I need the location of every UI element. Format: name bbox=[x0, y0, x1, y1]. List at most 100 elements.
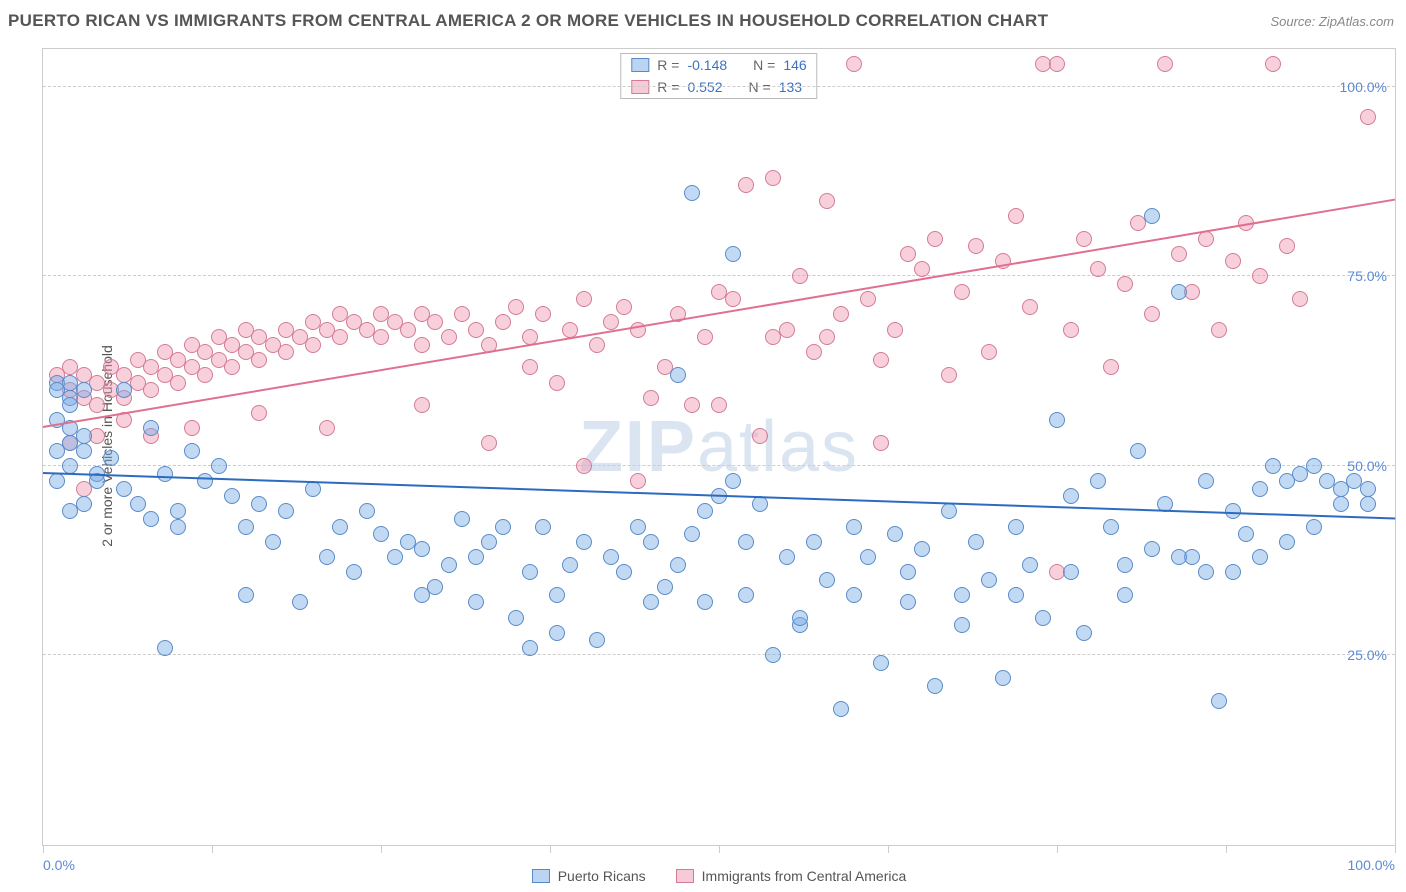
data-point-blue bbox=[143, 420, 159, 436]
data-point-pink bbox=[765, 170, 781, 186]
data-point-blue bbox=[1360, 496, 1376, 512]
data-point-blue bbox=[1306, 458, 1322, 474]
ytick-label: 25.0% bbox=[1347, 647, 1387, 663]
data-point-blue bbox=[684, 185, 700, 201]
xtick bbox=[550, 845, 551, 853]
data-point-pink bbox=[954, 284, 970, 300]
data-point-pink bbox=[414, 337, 430, 353]
data-point-blue bbox=[414, 587, 430, 603]
ytick-label: 50.0% bbox=[1347, 458, 1387, 474]
data-point-blue bbox=[738, 534, 754, 550]
swatch-blue-icon bbox=[532, 869, 550, 883]
gridline bbox=[43, 275, 1395, 276]
data-point-pink bbox=[319, 420, 335, 436]
gridline bbox=[43, 465, 1395, 466]
data-point-blue bbox=[1008, 587, 1024, 603]
data-point-blue bbox=[1090, 473, 1106, 489]
data-point-blue bbox=[265, 534, 281, 550]
data-point-pink bbox=[414, 397, 430, 413]
data-point-pink bbox=[508, 299, 524, 315]
data-point-blue bbox=[522, 564, 538, 580]
data-point-blue bbox=[211, 458, 227, 474]
data-point-pink bbox=[468, 322, 484, 338]
data-point-blue bbox=[62, 397, 78, 413]
legend-item-blue: Puerto Ricans bbox=[532, 868, 646, 884]
data-point-blue bbox=[725, 473, 741, 489]
data-point-pink bbox=[1103, 359, 1119, 375]
data-point-blue bbox=[576, 534, 592, 550]
data-point-pink bbox=[873, 435, 889, 451]
data-point-pink bbox=[549, 375, 565, 391]
data-point-pink bbox=[224, 359, 240, 375]
data-point-pink bbox=[143, 382, 159, 398]
data-point-blue bbox=[833, 701, 849, 717]
bottom-legend: Puerto Ricans Immigrants from Central Am… bbox=[42, 868, 1396, 884]
stats-legend: R = -0.148 N = 146 R = 0.552 N = 133 bbox=[620, 53, 817, 99]
data-point-blue bbox=[1198, 473, 1214, 489]
data-point-blue bbox=[1252, 549, 1268, 565]
data-point-pink bbox=[603, 314, 619, 330]
data-point-pink bbox=[860, 291, 876, 307]
data-point-blue bbox=[454, 511, 470, 527]
data-point-blue bbox=[995, 670, 1011, 686]
data-point-blue bbox=[954, 587, 970, 603]
data-point-pink bbox=[1225, 253, 1241, 269]
data-point-blue bbox=[941, 503, 957, 519]
data-point-blue bbox=[76, 496, 92, 512]
data-point-blue bbox=[954, 617, 970, 633]
legend-label-blue: Puerto Ricans bbox=[558, 868, 646, 884]
n-value-pink: 133 bbox=[779, 79, 802, 95]
swatch-pink-icon bbox=[631, 80, 649, 94]
data-point-blue bbox=[1035, 610, 1051, 626]
data-point-blue bbox=[373, 526, 389, 542]
data-point-blue bbox=[346, 564, 362, 580]
data-point-blue bbox=[927, 678, 943, 694]
data-point-blue bbox=[860, 549, 876, 565]
data-point-blue bbox=[968, 534, 984, 550]
data-point-pink bbox=[1211, 322, 1227, 338]
data-point-pink bbox=[900, 246, 916, 262]
data-point-blue bbox=[157, 466, 173, 482]
data-point-blue bbox=[900, 594, 916, 610]
data-point-pink bbox=[589, 337, 605, 353]
data-point-blue bbox=[319, 549, 335, 565]
data-point-blue bbox=[238, 519, 254, 535]
r-value-blue: -0.148 bbox=[687, 57, 727, 73]
data-point-blue bbox=[332, 519, 348, 535]
data-point-blue bbox=[468, 594, 484, 610]
data-point-blue bbox=[887, 526, 903, 542]
data-point-blue bbox=[981, 572, 997, 588]
n-label: N = bbox=[749, 79, 771, 95]
data-point-blue bbox=[157, 640, 173, 656]
n-label: N = bbox=[753, 57, 775, 73]
plot-area: ZIPatlas R = -0.148 N = 146 R = 0.552 N … bbox=[42, 48, 1396, 846]
data-point-pink bbox=[1049, 56, 1065, 72]
chart-container: PUERTO RICAN VS IMMIGRANTS FROM CENTRAL … bbox=[0, 0, 1406, 892]
data-point-pink bbox=[684, 397, 700, 413]
data-point-pink bbox=[1157, 56, 1173, 72]
data-point-blue bbox=[1238, 526, 1254, 542]
data-point-blue bbox=[441, 557, 457, 573]
data-point-blue bbox=[76, 443, 92, 459]
watermark: ZIPatlas bbox=[579, 406, 859, 488]
xtick bbox=[212, 845, 213, 853]
data-point-blue bbox=[1306, 519, 1322, 535]
xtick bbox=[43, 845, 44, 853]
chart-header: PUERTO RICAN VS IMMIGRANTS FROM CENTRAL … bbox=[0, 0, 1406, 42]
data-point-blue bbox=[549, 625, 565, 641]
data-point-blue bbox=[603, 549, 619, 565]
data-point-blue bbox=[697, 594, 713, 610]
watermark-part2: atlas bbox=[697, 407, 859, 487]
data-point-pink bbox=[1022, 299, 1038, 315]
data-point-blue bbox=[468, 549, 484, 565]
data-point-blue bbox=[508, 610, 524, 626]
swatch-blue-icon bbox=[631, 58, 649, 72]
data-point-blue bbox=[779, 549, 795, 565]
data-point-pink bbox=[1292, 291, 1308, 307]
data-point-pink bbox=[765, 329, 781, 345]
xtick bbox=[1395, 845, 1396, 853]
data-point-blue bbox=[643, 534, 659, 550]
data-point-pink bbox=[441, 329, 457, 345]
data-point-pink bbox=[522, 359, 538, 375]
ytick-label: 100.0% bbox=[1340, 79, 1387, 95]
